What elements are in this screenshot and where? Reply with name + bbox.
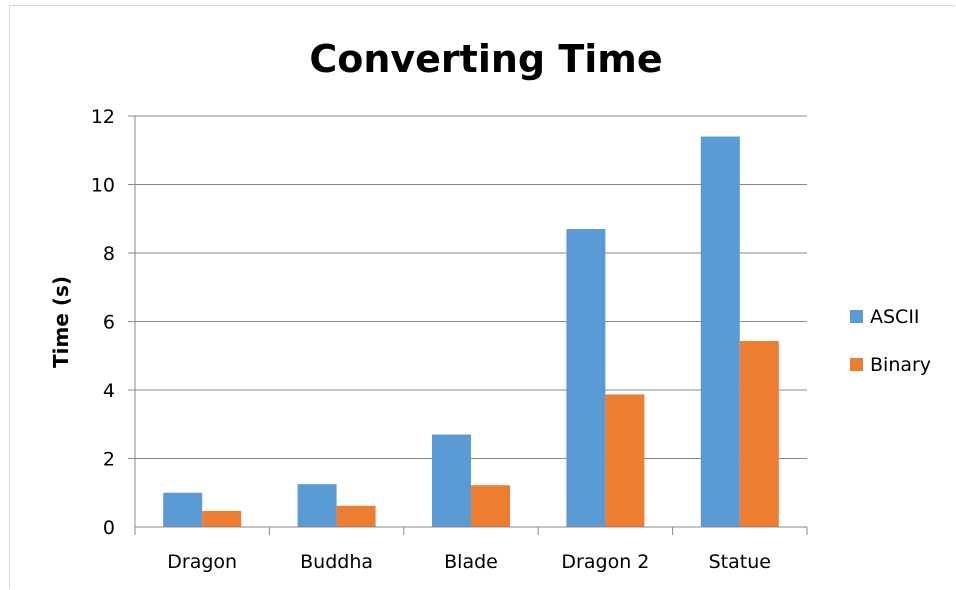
x-axis: Dragon Buddha Blade Dragon 2 Statue xyxy=(134,116,808,573)
bar-ascii-1 xyxy=(297,484,337,527)
chart-title: Converting Time xyxy=(309,37,662,81)
bar-binary-3 xyxy=(605,394,645,527)
bar-binary-0 xyxy=(202,510,242,527)
y-tick-label: 0 xyxy=(103,517,115,539)
bar-binary-4 xyxy=(739,341,779,527)
bar-binary-1 xyxy=(336,505,376,527)
legend-label-ascii: ASCII xyxy=(870,306,920,328)
x-tick-label: Dragon 2 xyxy=(561,551,649,573)
y-tick-label: 12 xyxy=(91,106,115,128)
y-axis-label: Time (s) xyxy=(49,276,73,368)
y-tick-label: 10 xyxy=(91,175,115,197)
legend-label-binary: Binary xyxy=(870,354,931,376)
y-tick-label: 6 xyxy=(103,312,115,334)
x-tick-label: Dragon xyxy=(167,551,237,573)
y-tick-label: 8 xyxy=(103,243,115,265)
bars xyxy=(163,136,779,528)
x-tick-label: Blade xyxy=(444,551,498,573)
bar-ascii-0 xyxy=(163,492,203,527)
y-tick-label: 2 xyxy=(103,449,115,471)
y-tick-label: 4 xyxy=(103,380,115,402)
bar-ascii-3 xyxy=(566,229,606,527)
bar-binary-2 xyxy=(471,485,510,527)
legend-swatch-ascii xyxy=(850,310,863,323)
y-axis-ticks: 0 2 4 6 8 10 12 xyxy=(91,106,115,539)
bar-ascii-2 xyxy=(432,434,471,527)
legend: ASCII Binary xyxy=(850,306,931,376)
x-tick-label: Buddha xyxy=(300,551,373,573)
legend-swatch-binary xyxy=(850,358,863,371)
chart-frame xyxy=(9,5,955,589)
x-tick-label: Statue xyxy=(709,551,771,573)
bar-ascii-4 xyxy=(700,136,740,528)
